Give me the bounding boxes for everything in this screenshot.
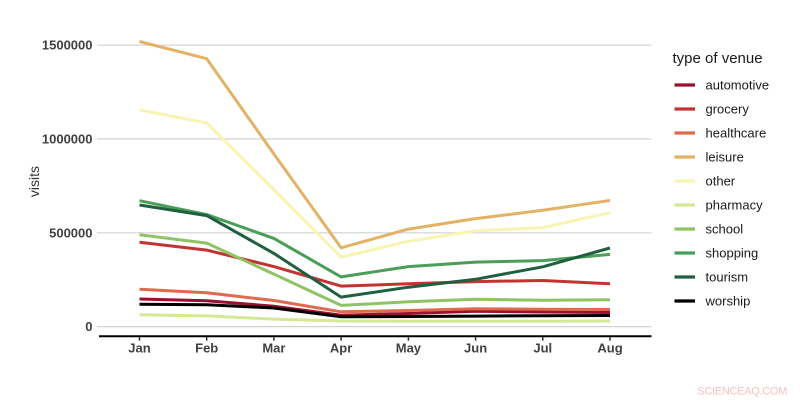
svg-text:Jan: Jan bbox=[128, 341, 150, 356]
svg-text:1000000: 1000000 bbox=[42, 132, 93, 147]
svg-text:Jun: Jun bbox=[464, 341, 487, 356]
svg-text:Apr: Apr bbox=[330, 341, 352, 356]
svg-text:Feb: Feb bbox=[195, 341, 218, 356]
svg-text:healthcare: healthcare bbox=[706, 126, 767, 141]
svg-text:Aug: Aug bbox=[597, 341, 622, 356]
svg-text:0: 0 bbox=[85, 319, 92, 334]
svg-text:grocery: grocery bbox=[706, 102, 750, 117]
svg-text:SCIENCEAQ.COM: SCIENCEAQ.COM bbox=[697, 386, 787, 398]
svg-text:automotive: automotive bbox=[706, 78, 770, 93]
svg-text:school: school bbox=[706, 222, 744, 237]
svg-text:other: other bbox=[706, 174, 736, 189]
svg-text:Jul: Jul bbox=[533, 341, 552, 356]
svg-text:pharmacy: pharmacy bbox=[706, 198, 764, 213]
svg-text:type of venue: type of venue bbox=[673, 50, 763, 67]
svg-text:leisure: leisure bbox=[706, 150, 744, 165]
svg-text:shopping: shopping bbox=[706, 246, 759, 261]
svg-text:tourism: tourism bbox=[706, 270, 749, 285]
svg-text:500000: 500000 bbox=[49, 225, 92, 240]
svg-text:worship: worship bbox=[705, 294, 751, 309]
svg-text:Mar: Mar bbox=[262, 341, 285, 356]
svg-text:May: May bbox=[396, 341, 422, 356]
svg-text:visits: visits bbox=[26, 166, 42, 197]
svg-text:1500000: 1500000 bbox=[42, 38, 93, 53]
